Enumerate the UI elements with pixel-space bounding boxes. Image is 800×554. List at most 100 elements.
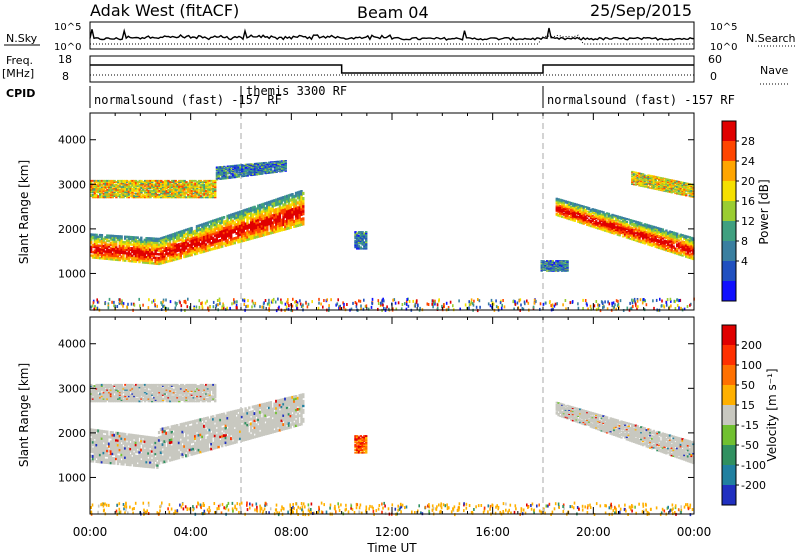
echo-cell (90, 240, 93, 243)
echo-cell (93, 187, 96, 190)
echo-cell (266, 211, 269, 214)
echo-cell (672, 250, 675, 253)
echo-cell (363, 236, 366, 239)
echo-cell (622, 219, 625, 222)
echo-cell (241, 168, 244, 171)
echo-cell (113, 191, 116, 194)
echo-cell (271, 216, 274, 220)
echo-cell (602, 220, 605, 223)
echo-cell (226, 232, 229, 236)
echo-cell (104, 253, 107, 257)
echo-cell (656, 231, 659, 234)
echo-cell (163, 187, 167, 190)
scatter-cell (207, 306, 209, 310)
echo-cell (125, 239, 129, 242)
echo-cell (298, 200, 301, 204)
echo-cell (190, 190, 194, 192)
echo-cell (559, 207, 562, 210)
echo-cell (586, 213, 589, 216)
echo-cell (160, 182, 163, 185)
echo-cell (558, 261, 562, 264)
echo-cell (289, 193, 292, 197)
echo-cell (242, 170, 246, 172)
echo-cell (647, 234, 650, 237)
echo-cell (260, 229, 264, 233)
echo-cell (688, 244, 691, 247)
scatter-cell (119, 300, 121, 304)
echo-cell (562, 268, 565, 270)
echo-cell (217, 177, 220, 180)
echo-cell (582, 209, 585, 212)
echo-cell (667, 249, 670, 252)
echo-cell (99, 193, 102, 196)
echo-cell (273, 169, 277, 171)
echo-cell (280, 168, 284, 170)
echo-cell (294, 214, 298, 218)
echo-cell (273, 218, 276, 222)
echo-cell (154, 183, 158, 186)
echo-cell (107, 243, 111, 246)
echo-cell (257, 227, 260, 231)
echo-cell (294, 201, 298, 205)
echo-cell (206, 223, 209, 227)
echo-cell (100, 184, 104, 187)
echo-cell (190, 237, 193, 240)
echo-cell (638, 174, 641, 176)
echo-cell (658, 178, 661, 181)
echo-cell (95, 186, 98, 189)
scatter-cell (285, 305, 288, 309)
echo-cell (692, 194, 695, 196)
echo-cell (268, 167, 271, 169)
echo-cell (672, 233, 675, 236)
echo-cell (199, 187, 203, 190)
echo-cell (293, 202, 296, 206)
echo-cell (566, 212, 569, 215)
echo-cell (232, 174, 235, 176)
echo-cell (215, 233, 218, 237)
echo-cell (208, 188, 211, 191)
echo-cell (186, 228, 190, 231)
echo-cell (107, 239, 111, 243)
echo-cell (188, 245, 191, 249)
echo-cell (647, 177, 650, 179)
echo-cell (555, 201, 558, 204)
echo-cell (361, 236, 364, 239)
echo-cell (674, 236, 677, 239)
echo-cell (149, 242, 152, 246)
echo-cell (111, 182, 114, 185)
echo-cell (143, 248, 146, 251)
echo-cell (580, 210, 584, 213)
echo-cell (215, 237, 218, 241)
echo-cell (174, 182, 177, 185)
echo-cell (226, 175, 230, 178)
scatter-cell (634, 300, 636, 304)
echo-cell (136, 240, 139, 243)
echo-cell (285, 219, 289, 223)
echo-cell (677, 181, 681, 184)
echo-cell (278, 204, 282, 208)
echo-cell (685, 186, 688, 188)
echo-cell (195, 250, 199, 253)
echo-cell (188, 227, 191, 231)
echo-cell (255, 164, 258, 166)
echo-cell (659, 178, 663, 180)
echo-cell (641, 224, 645, 227)
echo-cell (573, 220, 576, 222)
echo-cell (280, 163, 284, 165)
echo-cell (194, 252, 197, 256)
echo-cell (226, 225, 229, 229)
echo-cell (106, 255, 109, 259)
echo-cell (203, 250, 206, 253)
echo-cell (271, 206, 274, 210)
echo-cell (257, 166, 260, 168)
echo-cell (667, 179, 670, 182)
echo-cell (656, 229, 659, 232)
echo-cell (194, 244, 197, 247)
echo-cell (133, 183, 136, 186)
echo-cell (257, 171, 260, 173)
echo-cell (118, 251, 121, 254)
echo-cell (643, 230, 647, 233)
echo-cell (224, 167, 228, 169)
echo-cell (659, 184, 663, 187)
echo-cell (562, 260, 565, 263)
